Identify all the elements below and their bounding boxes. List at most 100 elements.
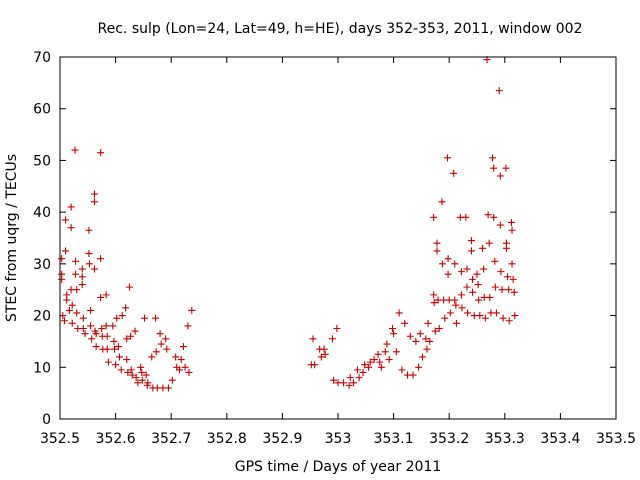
data-point-plus-marker xyxy=(502,164,510,172)
data-point-plus-marker xyxy=(346,374,354,382)
data-point-plus-marker xyxy=(441,314,449,322)
y-axis-label: STEC from uqrg / TECUs xyxy=(4,154,20,322)
data-point-plus-marker xyxy=(502,244,510,252)
data-point-plus-marker xyxy=(435,325,443,332)
data-point-plus-marker xyxy=(409,371,417,379)
data-point-plus-marker xyxy=(430,213,438,221)
x-tick-label: 353 xyxy=(325,431,352,447)
data-point-plus-marker xyxy=(330,376,338,384)
data-point-plus-marker xyxy=(157,340,165,348)
data-point-plus-marker xyxy=(383,340,391,348)
data-point-plus-marker xyxy=(463,283,471,291)
data-point-plus-marker xyxy=(152,348,160,356)
data-point-plus-marker xyxy=(97,149,105,157)
chart-title: Rec. sulp (Lon=24, Lat=49, h=HE), days 3… xyxy=(98,21,583,37)
x-tick-label: 353.1 xyxy=(374,431,414,447)
y-tick-label: 70 xyxy=(33,50,51,66)
data-point-plus-marker xyxy=(406,332,414,340)
data-point-plus-marker xyxy=(102,322,110,330)
data-point-plus-marker xyxy=(138,368,146,376)
data-point-plus-marker xyxy=(79,314,87,322)
data-point-plus-marker xyxy=(65,306,73,314)
x-tick-label: 353.5 xyxy=(596,431,636,447)
data-point-plus-marker xyxy=(444,270,452,278)
data-point-plus-marker xyxy=(141,314,149,322)
data-point-plus-marker xyxy=(67,203,75,211)
data-point-plus-marker xyxy=(374,350,382,358)
data-point-plus-marker xyxy=(97,255,105,263)
data-point-plus-marker xyxy=(495,87,503,95)
data-point-plus-marker xyxy=(457,291,465,299)
data-point-plus-marker xyxy=(172,353,180,361)
data-point-plus-marker xyxy=(163,345,171,353)
data-point-plus-marker xyxy=(123,335,131,343)
data-point-plus-marker xyxy=(179,343,187,351)
data-point-plus-marker xyxy=(492,309,500,317)
x-axis-label: GPS time / Days of year 2011 xyxy=(235,459,442,475)
data-point-plus-marker xyxy=(451,296,459,304)
data-point-plus-marker xyxy=(73,286,81,294)
data-point-plus-marker xyxy=(473,270,481,278)
data-point-plus-marker xyxy=(457,268,465,276)
data-point-plus-marker xyxy=(63,296,71,304)
data-point-plus-marker xyxy=(138,376,146,384)
data-point-plus-marker xyxy=(381,348,389,356)
data-point-plus-marker xyxy=(148,353,156,361)
data-point-plus-marker xyxy=(376,358,384,366)
data-point-plus-marker xyxy=(137,363,145,371)
data-point-plus-marker xyxy=(345,381,353,389)
data-point-plus-marker xyxy=(98,325,106,332)
data-point-plus-marker xyxy=(152,314,160,322)
data-point-plus-marker xyxy=(481,314,489,322)
data-point-plus-marker xyxy=(509,275,517,283)
data-point-plus-marker xyxy=(92,343,100,351)
data-point-plus-marker xyxy=(102,291,110,299)
data-point-plus-marker xyxy=(177,356,185,364)
data-point-plus-marker xyxy=(485,239,493,247)
data-point-plus-marker xyxy=(510,288,518,296)
data-point-plus-marker xyxy=(479,244,487,252)
data-point-plus-marker xyxy=(317,353,325,361)
data-point-plus-marker xyxy=(110,337,118,345)
y-tick-label: 50 xyxy=(33,153,51,169)
data-point-plus-marker xyxy=(350,379,358,387)
data-point-plus-marker xyxy=(168,376,176,384)
x-tick-label: 352.5 xyxy=(40,431,80,447)
data-point-plus-marker xyxy=(68,301,76,309)
data-point-plus-marker xyxy=(103,345,111,353)
data-point-plus-marker xyxy=(463,265,471,273)
data-point-plus-marker xyxy=(104,358,112,366)
plot-frame xyxy=(59,56,617,420)
data-point-plus-marker xyxy=(467,237,475,245)
data-point-plus-marker xyxy=(476,312,484,320)
data-point-plus-marker xyxy=(90,190,98,198)
data-point-plus-marker xyxy=(131,327,139,335)
data-point-plus-marker xyxy=(431,327,439,335)
data-point-plus-marker xyxy=(353,366,361,374)
x-tick-label: 353.4 xyxy=(540,431,580,447)
data-point-plus-marker xyxy=(430,291,438,299)
data-point-plus-marker xyxy=(469,275,477,283)
data-point-plus-marker xyxy=(78,281,86,289)
data-point-plus-marker xyxy=(58,255,66,263)
data-point-plus-marker xyxy=(144,379,152,387)
data-point-plus-marker xyxy=(68,319,76,327)
data-point-plus-marker xyxy=(71,146,79,154)
data-point-plus-marker xyxy=(426,337,434,345)
data-point-plus-marker xyxy=(117,366,125,374)
data-point-plus-marker xyxy=(114,343,122,351)
data-point-plus-marker xyxy=(355,374,363,382)
data-point-plus-marker xyxy=(422,335,430,343)
data-point-plus-marker xyxy=(412,337,420,345)
data-point-plus-marker xyxy=(115,353,123,361)
data-point-plus-marker xyxy=(142,371,150,379)
data-point-plus-marker xyxy=(484,211,492,219)
data-point-plus-marker xyxy=(475,296,483,304)
data-point-plus-marker xyxy=(87,322,95,330)
x-tick-label: 352.8 xyxy=(207,431,247,447)
data-point-plus-marker xyxy=(474,281,482,289)
data-point-plus-marker xyxy=(103,332,111,340)
data-point-plus-marker xyxy=(504,273,512,281)
